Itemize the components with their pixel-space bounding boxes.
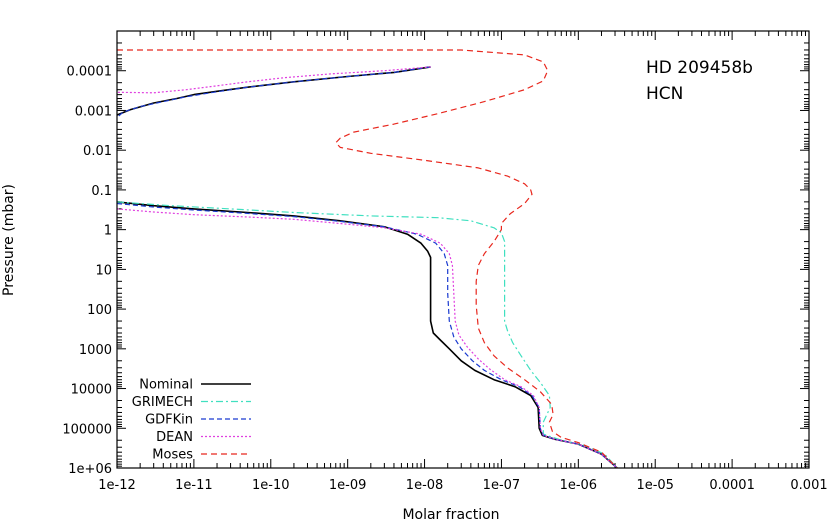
- curves-layer: [117, 49, 618, 468]
- x-tick-label: 1e-09: [329, 478, 367, 493]
- y-tick-label: 1000: [79, 343, 112, 358]
- y-tick-label: 1e+06: [68, 462, 112, 477]
- x-tick-label: 0.001: [790, 478, 827, 493]
- y-tick-labels: 0.0001 0.001 0.01 0.1 1 10 100 1000 10000 100000 1…: [62, 65, 112, 477]
- y-tick-label: 10: [95, 263, 112, 278]
- legend: Nominal GRIMECH GDFKin DEAN Moses: [132, 378, 251, 463]
- x-tick-label: 0.0001: [709, 478, 755, 493]
- ticks-layer: [116, 30, 810, 469]
- x-tick-label: 1e-07: [483, 478, 521, 493]
- y-tick-label: 0.01: [83, 144, 112, 159]
- y-tick-label: 100: [87, 303, 112, 318]
- series-line-moses: [117, 49, 618, 468]
- series-line-dean: [117, 66, 618, 468]
- x-tick-label: 1e-06: [560, 478, 598, 493]
- series-line-gdfkin: [117, 66, 618, 468]
- x-tick-label: 1e-11: [175, 478, 213, 493]
- y-tick-label: 10000: [71, 383, 112, 398]
- species-annotation: HCN: [646, 84, 683, 104]
- legend-label: Nominal: [139, 378, 193, 393]
- x-tick-label: 1e-12: [98, 478, 136, 493]
- y-tick-label: 0.0001: [67, 65, 113, 80]
- legend-label: GRIMECH: [132, 395, 193, 410]
- x-axis-label: Molar fraction: [402, 507, 499, 523]
- plot-frame: [116, 30, 810, 469]
- planet-annotation: HD 209458b: [646, 58, 753, 78]
- series-line-grimech: [117, 201, 618, 468]
- y-tick-label: 0.001: [75, 104, 112, 119]
- legend-label: Moses: [152, 448, 193, 463]
- y-tick-label: 1: [104, 224, 112, 239]
- y-axis-label: Pressure (mbar): [1, 184, 17, 296]
- x-tick-labels: 1e-12 1e-11 1e-10 1e-09 1e-08 1e-07 1e-06 1e-05…: [98, 478, 827, 493]
- legend-label: DEAN: [156, 430, 193, 445]
- x-tick-label: 1e-05: [636, 478, 674, 493]
- y-tick-label: 100000: [62, 422, 112, 437]
- y-tick-label: 0.1: [91, 184, 112, 199]
- x-tick-label: 1e-10: [252, 478, 290, 493]
- legend-label: GDFKin: [145, 413, 193, 428]
- x-tick-label: 1e-08: [406, 478, 444, 493]
